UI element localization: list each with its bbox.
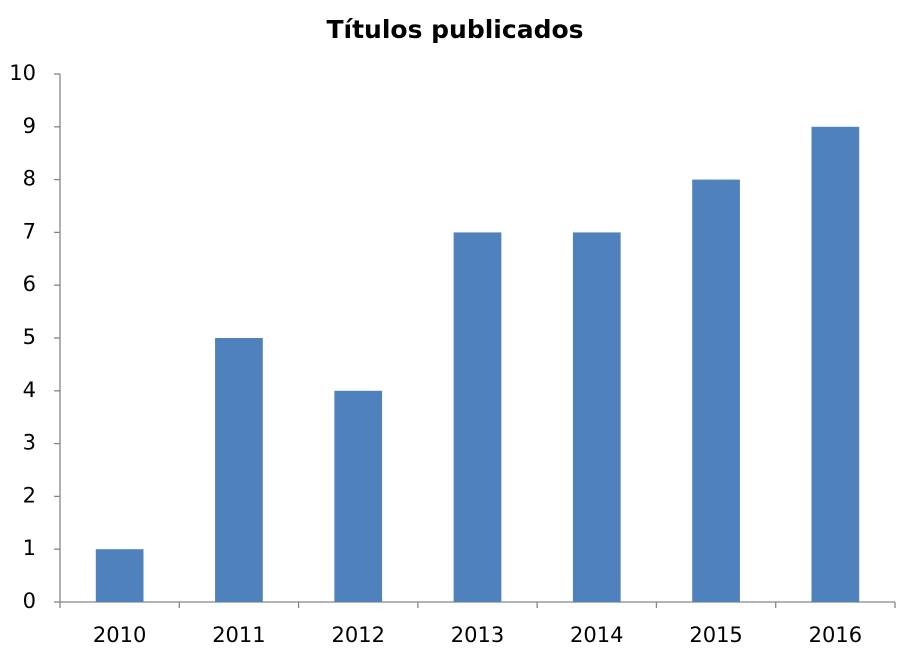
bar [95,549,144,602]
y-tick-label: 6 [23,272,36,296]
bar [692,179,740,602]
y-tick-label: 9 [23,114,36,138]
bar [453,232,502,602]
chart-title: Títulos publicados [326,15,583,44]
bar [215,338,263,602]
y-tick-label: 1 [23,536,36,560]
bar [334,390,383,602]
bar [811,126,860,603]
x-tick-label: 2013 [451,623,504,647]
x-tick-label: 2012 [331,623,384,647]
y-tick-label: 0 [23,589,36,613]
y-tick-label: 5 [23,325,36,349]
y-tick-label: 10 [9,61,36,85]
y-tick-label: 2 [23,483,36,507]
y-tick-label: 7 [23,219,36,243]
y-tick-label: 8 [23,167,36,191]
bar [572,232,621,602]
x-tick-label: 2011 [212,623,265,647]
y-tick-label: 3 [23,431,36,455]
x-tick-label: 2015 [689,623,742,647]
x-tick-label: 2016 [809,623,862,647]
x-tick-label: 2010 [93,623,146,647]
x-tick-label: 2014 [570,623,623,647]
y-tick-label: 4 [23,378,36,402]
